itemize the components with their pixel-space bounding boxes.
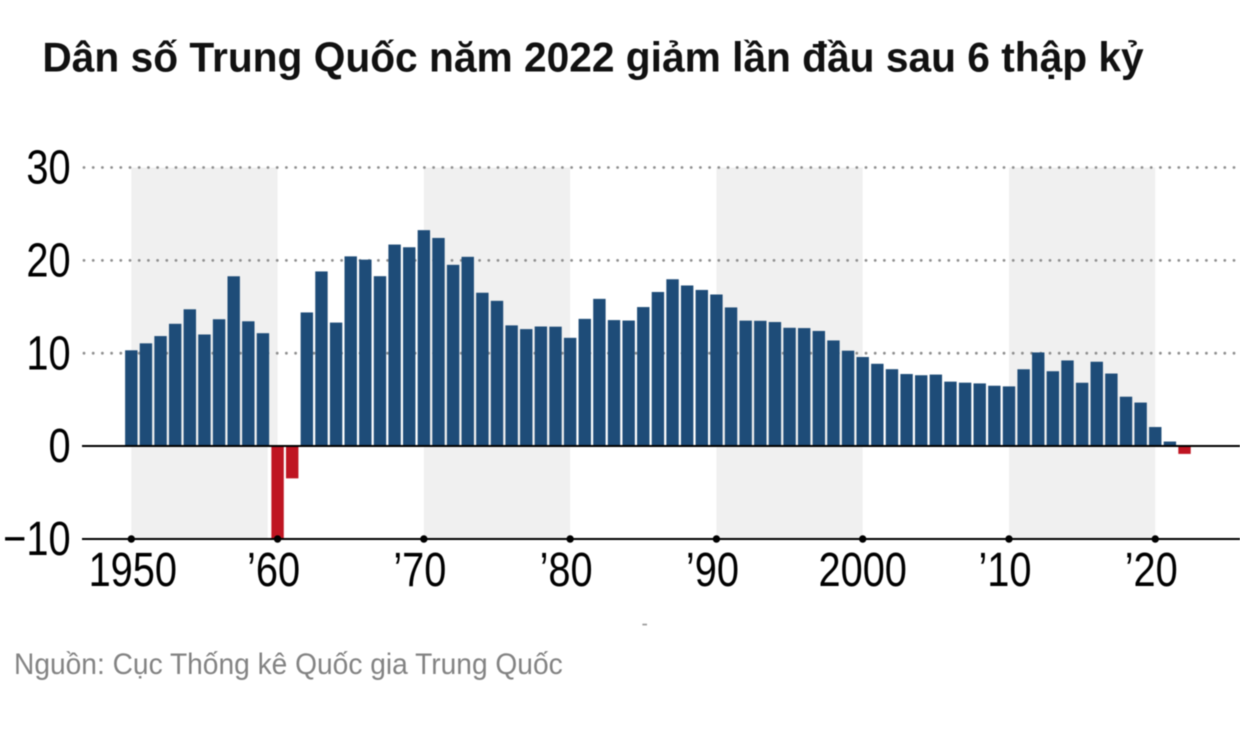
svg-text:1950: 1950 [89,543,177,597]
svg-text:2000: 2000 [818,543,906,597]
svg-text:0: 0 [48,419,70,473]
svg-text:10: 10 [26,327,70,381]
svg-text:Nguồn: Cục Thống kê Quốc gia T: Nguồn: Cục Thống kê Quốc gia Trung Quốc [14,648,563,681]
svg-text:’90: ’90 [686,543,739,597]
svg-text:−10: −10 [3,512,70,566]
svg-text:20: 20 [26,234,70,288]
svg-text:’10: ’10 [978,543,1031,597]
svg-text:’20: ’20 [1125,543,1178,597]
svg-text:Dân số Trung Quốc năm 2022 giả: Dân số Trung Quốc năm 2022 giảm lần đầu … [42,34,1143,81]
svg-text:’60: ’60 [247,543,300,597]
svg-text:’80: ’80 [540,543,593,597]
svg-text:30: 30 [26,141,70,195]
svg-text:’70: ’70 [393,543,446,597]
